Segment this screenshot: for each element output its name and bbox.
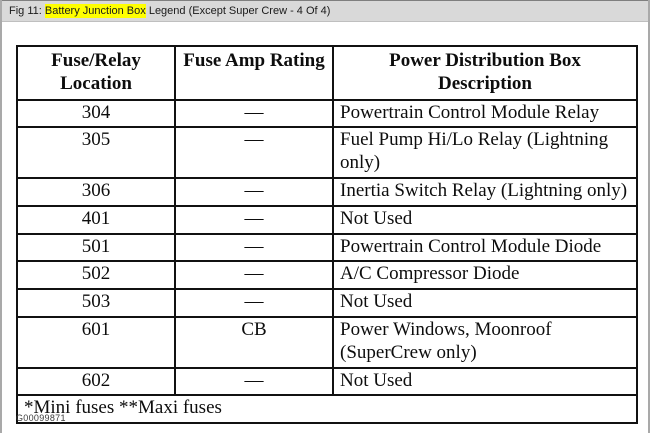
table-footnote: *Mini fuses **Maxi fuses [16,394,638,425]
fuse-description-cell: Not Used [332,204,638,235]
fuse-location-cell: 304 [16,98,176,129]
fuse-description-cell: Powertrain Control Module Relay [332,98,638,129]
fuse-location-cell: 501 [16,232,176,263]
fuse-location-cell: 602 [16,366,176,397]
fuse-amp-rating-cell: — [174,260,334,291]
fuse-legend-table: Fuse/Relay Location Fuse Amp Rating Powe… [16,45,638,425]
table-footnote-row: *Mini fuses **Maxi fuses [16,394,638,425]
fuse-location-cell: 503 [16,288,176,318]
fuse-description-cell: Powertrain Control Module Diode [332,232,638,263]
column-header-fuse-amp-rating: Fuse Amp Rating [174,45,334,101]
figure-title-prefix: Fig 11: [9,5,45,17]
column-header-power-distribution-box-description: Power Distribution Box Description [332,45,638,101]
fuse-amp-rating-cell: — [174,288,334,318]
fuse-amp-rating-cell: CB [174,315,334,369]
fuse-location-cell: 502 [16,260,176,291]
figure-title-suffix: Legend (Except Super Crew - 4 Of 4) [145,5,331,17]
fuse-description-cell: Not Used [332,366,638,397]
figure-id-label: G00099871 [16,413,66,423]
fuse-amp-rating-cell: — [174,176,334,207]
table-row: 401 — Not Used [16,204,638,235]
figure-title-bar: Fig 11: Battery Junction Box Legend (Exc… [2,0,648,22]
column-header-fuse-relay-location: Fuse/Relay Location [16,45,176,101]
table-row: 503 — Not Used [16,288,638,318]
table-row: 304 — Powertrain Control Module Relay [16,98,638,129]
fuse-description-cell: Fuel Pump Hi/Lo Relay (Lightning only) [332,126,638,179]
fuse-description-cell: Inertia Switch Relay (Lightning only) [332,176,638,207]
fuse-location-cell: 306 [16,176,176,207]
fuse-description-cell: Power Windows, Moonroof (SuperCrew only) [332,315,638,369]
table-row: 502 — A/C Compressor Diode [16,260,638,291]
table-row: 306 — Inertia Switch Relay (Lightning on… [16,176,638,207]
fuse-location-cell: 601 [16,315,176,369]
table-row: 501 — Powertrain Control Module Diode [16,232,638,263]
table-row: 601 CB Power Windows, Moonroof (SuperCre… [16,315,638,369]
table-row: 305 — Fuel Pump Hi/Lo Relay (Lightning o… [16,126,638,179]
figure-title-highlighted-term: Battery Junction Box [44,4,146,18]
fuse-amp-rating-cell: — [174,98,334,129]
fuse-amp-rating-cell: — [174,126,334,179]
table-header-row: Fuse/Relay Location Fuse Amp Rating Powe… [16,45,638,101]
fuse-amp-rating-cell: — [174,204,334,235]
fuse-amp-rating-cell: — [174,366,334,397]
table-row: 602 — Not Used [16,366,638,397]
fuse-location-cell: 401 [16,204,176,235]
fuse-description-cell: Not Used [332,288,638,318]
fuse-description-cell: A/C Compressor Diode [332,260,638,291]
fuse-amp-rating-cell: — [174,232,334,263]
fuse-location-cell: 305 [16,126,176,179]
